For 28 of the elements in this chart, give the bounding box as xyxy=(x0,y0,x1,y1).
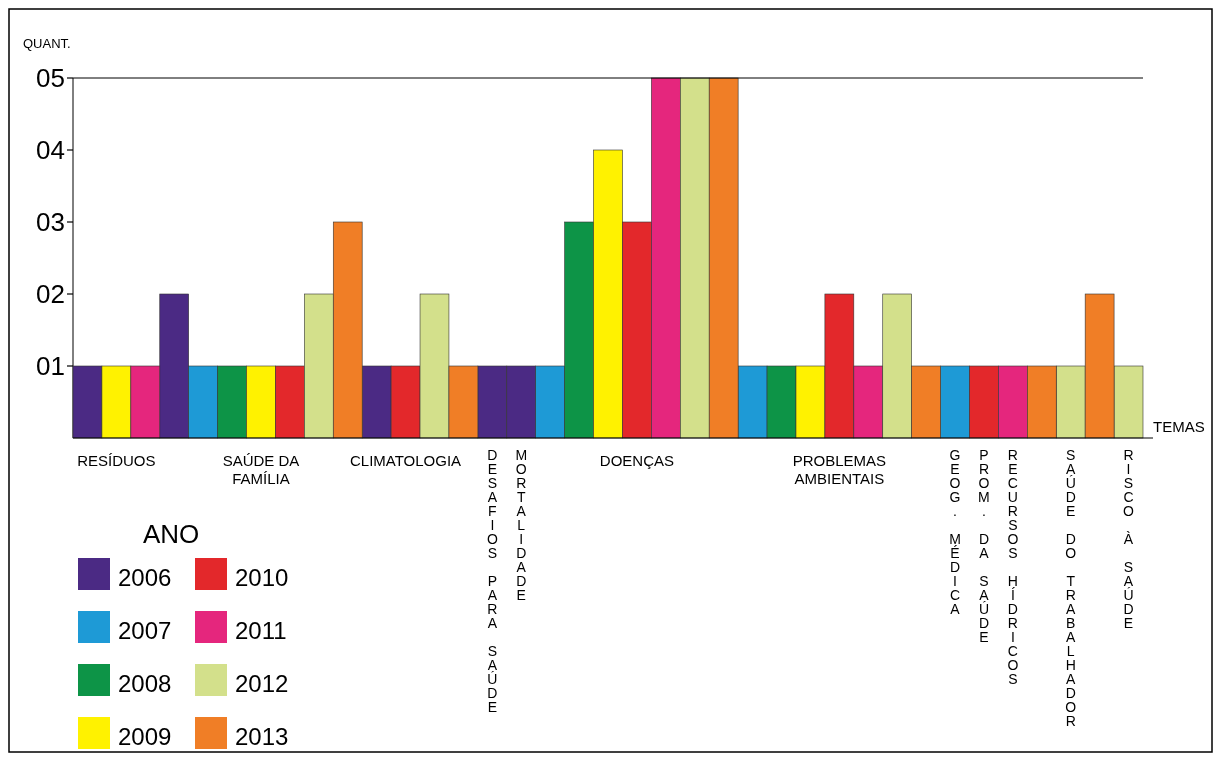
legend-label: 2007 xyxy=(118,617,172,644)
legend-label: 2011 xyxy=(235,617,287,644)
legend-label: 2013 xyxy=(235,723,289,750)
category-label: DESAFIOS PARA SAÚDE xyxy=(486,447,498,715)
y-tick-label: 02 xyxy=(36,279,65,309)
x-tick-label: SAÚDE DA FAMÍLIA xyxy=(222,452,300,487)
category-label: PROM. DA SAÚDE xyxy=(978,447,990,645)
category-label: RECURSOS HÍDRICOS xyxy=(1007,447,1019,687)
category-label: MORTALIDADE xyxy=(515,447,528,603)
legend-label: 2008 xyxy=(118,670,172,697)
y-tick-label: 05 xyxy=(36,63,65,93)
category-label: SAÚDE DO TRABALHADOR xyxy=(1065,447,1077,729)
x-tick-label: DOENÇAS xyxy=(599,452,675,469)
y-tick-label: 04 xyxy=(36,135,65,165)
legend-title: ANO xyxy=(143,519,200,549)
x-tick-label: CLIMATOLOGIA xyxy=(350,452,462,469)
legend-label: 2010 xyxy=(235,564,289,591)
legend-label: 2012 xyxy=(235,670,289,697)
legend-label: 2009 xyxy=(118,723,172,750)
legend-label: 2006 xyxy=(118,564,172,591)
category-label: RISCO À SAÚDE xyxy=(1123,447,1134,631)
x-tick-label: RESÍDUOS xyxy=(77,452,156,469)
y-tick-label: 01 xyxy=(36,351,65,381)
x-axis-title: TEMAS xyxy=(1153,418,1205,435)
y-axis-title: QUANT. xyxy=(23,36,71,51)
y-tick-label: 03 xyxy=(36,207,65,237)
category-label: GEOG. MÉDICA xyxy=(949,447,961,617)
x-tick-label: PROBLEMAS AMBIENTAIS xyxy=(792,452,887,487)
